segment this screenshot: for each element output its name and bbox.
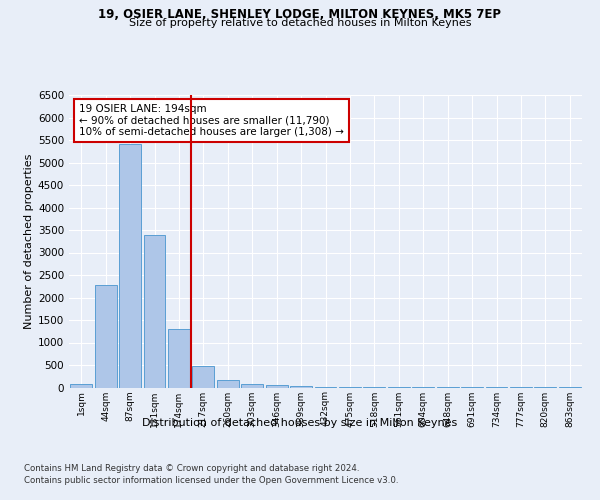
Bar	[217, 380, 239, 388]
Bar	[241, 384, 263, 388]
Bar	[266, 385, 287, 388]
Bar	[143, 234, 166, 388]
Bar	[339, 387, 361, 388]
Bar	[168, 328, 190, 388]
Text: Contains public sector information licensed under the Open Government Licence v3: Contains public sector information licen…	[24, 476, 398, 485]
Bar	[290, 386, 312, 388]
Bar	[119, 144, 141, 388]
Bar	[70, 384, 92, 388]
Bar	[95, 285, 116, 388]
Y-axis label: Number of detached properties: Number of detached properties	[24, 154, 34, 329]
Bar	[193, 366, 214, 388]
Text: Size of property relative to detached houses in Milton Keynes: Size of property relative to detached ho…	[129, 18, 471, 28]
Text: Contains HM Land Registry data © Crown copyright and database right 2024.: Contains HM Land Registry data © Crown c…	[24, 464, 359, 473]
Text: Distribution of detached houses by size in Milton Keynes: Distribution of detached houses by size …	[142, 418, 458, 428]
Text: 19, OSIER LANE, SHENLEY LODGE, MILTON KEYNES, MK5 7EP: 19, OSIER LANE, SHENLEY LODGE, MILTON KE…	[98, 8, 502, 20]
Text: 19 OSIER LANE: 194sqm
← 90% of detached houses are smaller (11,790)
10% of semi-: 19 OSIER LANE: 194sqm ← 90% of detached …	[79, 104, 344, 137]
Bar	[314, 386, 337, 388]
